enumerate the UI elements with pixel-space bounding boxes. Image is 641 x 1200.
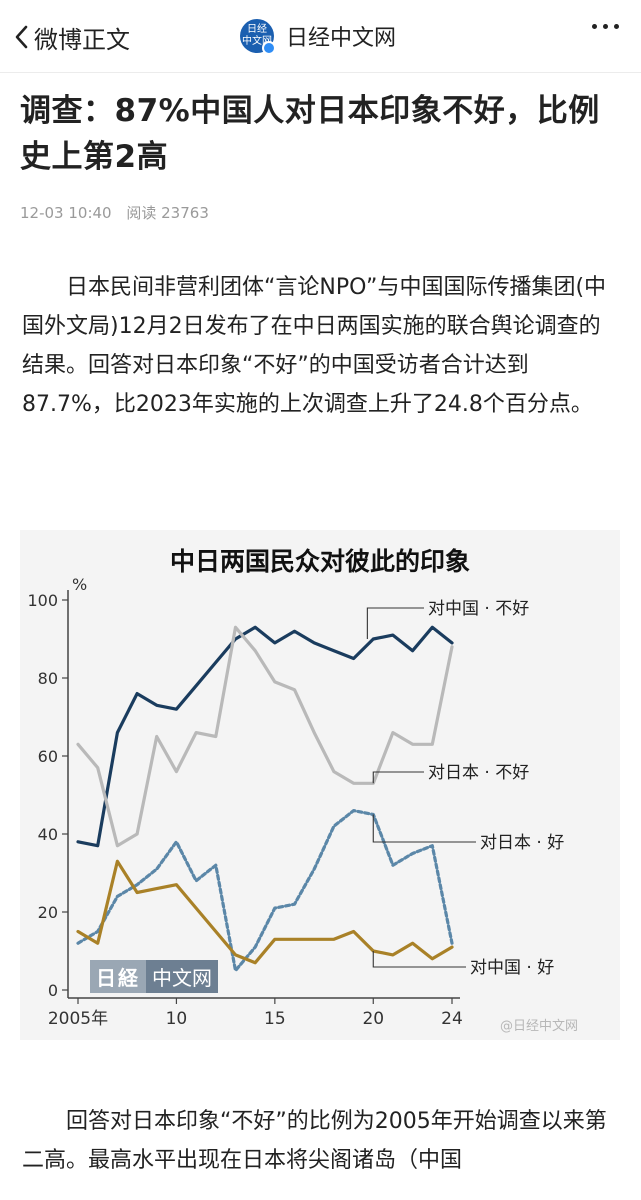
x-tick-label: 10 bbox=[166, 1009, 188, 1029]
series-line-1 bbox=[76, 625, 454, 848]
read-count: 阅读 23763 bbox=[126, 204, 209, 222]
verified-badge-icon bbox=[262, 41, 276, 55]
y-tick-label: 60 bbox=[38, 747, 58, 766]
series-label: 对中国 · 不好 bbox=[428, 599, 529, 619]
y-tick-label: 80 bbox=[38, 669, 58, 688]
series-label: 对日本 · 好 bbox=[480, 833, 564, 853]
article-paragraph-2: 回答对日本印象“不好”的比例为2005年开始调查以来第二高。最高水平出现在日本将… bbox=[22, 1109, 607, 1173]
chevron-left-icon bbox=[15, 25, 28, 49]
watermark-logo: 日経 bbox=[90, 960, 146, 993]
y-tick-label: 100 bbox=[27, 591, 58, 610]
chart-image[interactable]: 中日两国民众对彼此的印象 0 20 40 60 80 100% 2005年 10 15 20 24 对… bbox=[20, 530, 620, 1040]
series-line-3 bbox=[76, 859, 454, 965]
account-logo-text: 日经 中文网 bbox=[242, 24, 272, 47]
back-button[interactable]: 微博正文 bbox=[14, 20, 130, 54]
account-name[interactable]: 日经中文网 bbox=[286, 26, 397, 51]
y-tick-label: 0 bbox=[48, 981, 58, 1000]
series-leader-line bbox=[366, 607, 424, 639]
post-date: 12-03 10:40 bbox=[20, 204, 112, 222]
y-tick-label: 40 bbox=[38, 825, 58, 844]
back-label: 微博正文 bbox=[34, 25, 130, 54]
series-label: 对日本 · 不好 bbox=[428, 763, 529, 783]
watermark-cn: 中文网 bbox=[146, 960, 218, 993]
article-title: 调查：87%中国人对日本印象不好，比例史上第2高 bbox=[20, 93, 600, 175]
article-meta: 12-03 10:40 阅读 23763 bbox=[20, 202, 209, 223]
series-line-2 bbox=[76, 809, 454, 973]
x-tick-label: 20 bbox=[362, 1009, 384, 1029]
series-leader-line bbox=[372, 814, 476, 843]
account-header[interactable]: 日经 中文网 日经中文网 bbox=[240, 19, 397, 55]
chart-title: 中日两国民众对彼此的印象 bbox=[169, 547, 470, 576]
series-leader-line bbox=[372, 771, 424, 784]
y-tick-label: 20 bbox=[38, 903, 58, 922]
nikkei-watermark: 日経 中文网 bbox=[90, 960, 218, 993]
top-nav-bar: 微博正文 日经 中文网 日经中文网 bbox=[0, 0, 641, 73]
x-tick-label: 15 bbox=[264, 1009, 286, 1029]
x-tick-label: 24 bbox=[441, 1009, 463, 1029]
series-leader-line bbox=[372, 951, 466, 968]
series-line-0 bbox=[76, 625, 454, 848]
article-paragraph-1: 日本民间非营利团体“言论NPO”与中国国际传播集团(中国外文局)12月2日发布了… bbox=[22, 275, 607, 417]
account-avatar[interactable]: 日经 中文网 bbox=[240, 19, 276, 55]
more-options-icon[interactable] bbox=[592, 24, 619, 29]
x-tick-label: 2005年 bbox=[48, 1009, 108, 1029]
weibo-watermark: @日经中文网 bbox=[500, 1019, 579, 1034]
series-label: 对中国 · 好 bbox=[470, 958, 554, 978]
y-axis-unit: % bbox=[72, 575, 87, 594]
